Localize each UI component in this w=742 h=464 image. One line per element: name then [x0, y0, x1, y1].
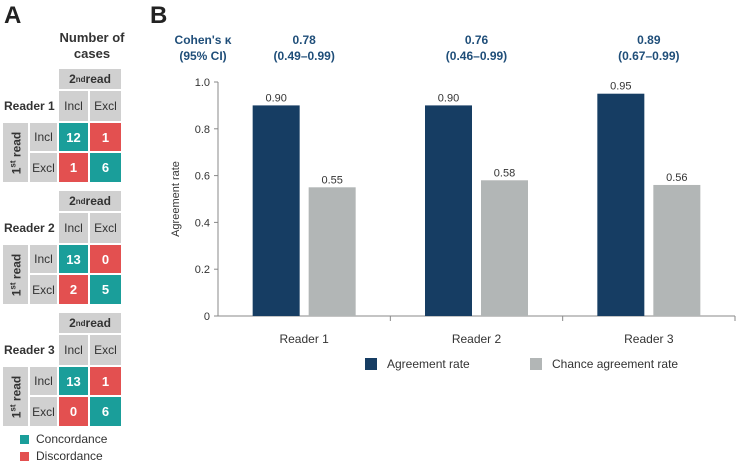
bar-value-label: 0.90 [438, 92, 459, 104]
col-header-incl: Incl [59, 213, 88, 243]
kappa-header: Cohen's κ [175, 33, 232, 47]
matrix-cell: 6 [90, 397, 121, 426]
matrix-cell: 13 [59, 367, 88, 395]
matrix-cell: 13 [59, 245, 88, 273]
agreement-bar [252, 105, 300, 317]
bar-value-label: 0.58 [494, 167, 515, 179]
col-header-excl: Excl [90, 213, 121, 243]
legend-label: Agreement rate [387, 357, 470, 371]
first-read-label: 1st read [3, 123, 28, 182]
agreement-bar [597, 93, 645, 316]
col-header-excl: Excl [90, 335, 121, 365]
row-header-incl: Incl [30, 367, 57, 395]
legend-label: Chance agreement rate [552, 357, 678, 371]
row-header-excl: Excl [30, 275, 57, 304]
y-tick-label: 0 [204, 311, 210, 323]
y-tick-label: 0.4 [195, 217, 210, 229]
reader-title: Reader 1 [4, 99, 55, 113]
bar-value-label: 0.95 [610, 81, 631, 93]
kappa-value: 0.89 [637, 33, 661, 47]
panel-b-label: B [150, 2, 168, 29]
col-header-incl: Incl [59, 91, 88, 121]
legend-concordance: Concordance [20, 432, 107, 446]
number-of-cases-header: Number of cases [59, 30, 125, 61]
y-tick-label: 0.6 [195, 171, 210, 183]
agreement-bar [425, 105, 472, 317]
matrix-cell: 2 [59, 275, 88, 304]
matrix-cell: 5 [90, 275, 121, 304]
row-header-incl: Incl [30, 245, 57, 273]
matrix-cell: 12 [59, 123, 88, 151]
matrix-cell: 0 [59, 397, 88, 426]
col-header-incl: Incl [59, 335, 88, 365]
first-read-label: 1st read [3, 367, 28, 426]
bar-value-label: 0.55 [321, 174, 342, 186]
reader-title: Reader 2 [4, 221, 55, 235]
row-header-excl: Excl [30, 153, 57, 182]
y-tick-label: 1.0 [195, 77, 210, 89]
y-tick-label: 0.8 [195, 124, 210, 136]
discordance-label: Discordance [36, 449, 103, 463]
y-axis-title: Agreement rate [170, 161, 182, 237]
reader-title: Reader 3 [4, 343, 55, 357]
legend-swatch [530, 358, 542, 370]
matrix-cell: 0 [90, 245, 121, 273]
x-category-label: Reader 2 [452, 332, 502, 346]
x-category-label: Reader 1 [279, 332, 329, 346]
kappa-value: 0.76 [465, 33, 489, 47]
row-header-incl: Incl [30, 123, 57, 151]
concordance-label: Concordance [36, 432, 108, 446]
legend-swatch [365, 358, 377, 370]
bar-value-label: 0.90 [265, 92, 286, 104]
col-header-excl: Excl [90, 91, 121, 121]
y-tick-label: 0.2 [195, 264, 210, 276]
discordance-swatch [20, 451, 29, 461]
kappa-ci: (0.46–0.99) [446, 49, 507, 63]
concordance-swatch [20, 434, 29, 444]
matrix-cell: 1 [90, 367, 121, 395]
kappa-header-ci: (95% CI) [179, 49, 226, 63]
kappa-ci: (0.67–0.99) [618, 49, 679, 63]
matrix-cell: 1 [90, 123, 121, 151]
x-category-label: Reader 3 [624, 332, 674, 346]
chance-agreement-bar [481, 180, 528, 316]
bar-value-label: 0.56 [666, 172, 687, 184]
matrix-cell: 1 [59, 153, 88, 182]
legend-discordance: Discordance [20, 449, 103, 463]
row-header-excl: Excl [30, 397, 57, 426]
chance-agreement-bar [308, 187, 356, 316]
kappa-value: 0.78 [292, 33, 316, 47]
first-read-label: 1st read [3, 245, 28, 304]
kappa-ci: (0.49–0.99) [273, 49, 334, 63]
chance-agreement-bar [653, 184, 701, 316]
matrix-cell: 6 [90, 153, 121, 182]
panel-a-label: A [4, 2, 22, 29]
